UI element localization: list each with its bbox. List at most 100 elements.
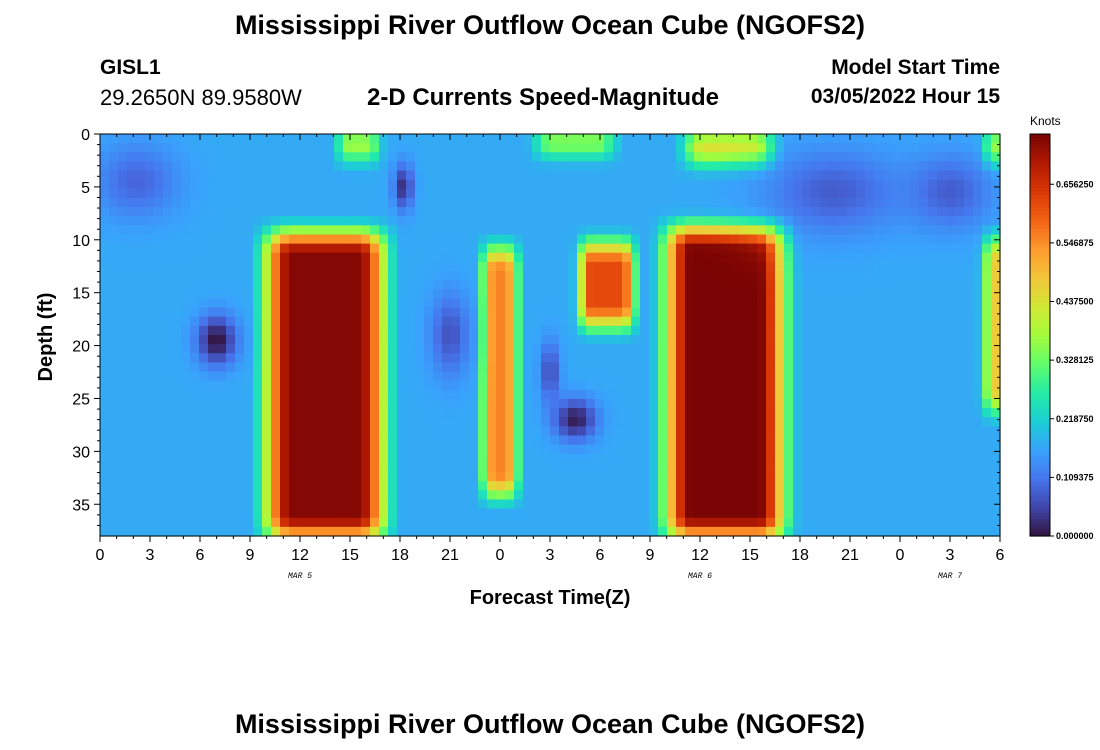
heatmap-cell xyxy=(703,261,713,272)
heatmap-cell xyxy=(388,490,398,501)
heatmap-cell xyxy=(262,371,272,382)
heatmap-cell xyxy=(793,152,803,163)
heatmap-cell xyxy=(748,271,758,281)
heatmap-cell xyxy=(739,261,749,272)
heatmap-cell xyxy=(307,307,317,318)
heatmap-cell xyxy=(541,344,551,354)
heatmap-cell xyxy=(244,298,254,309)
heatmap-cell xyxy=(451,188,461,199)
heatmap-cell xyxy=(460,344,470,354)
heatmap-cell xyxy=(343,490,353,501)
heatmap-cell xyxy=(496,453,506,464)
heatmap-cell xyxy=(217,517,227,528)
heatmap-cell xyxy=(784,380,794,391)
heatmap-cell xyxy=(388,444,398,455)
heatmap-cell xyxy=(721,298,731,309)
heatmap-cell xyxy=(523,335,533,345)
heatmap-cell xyxy=(469,444,479,455)
heatmap-cell xyxy=(712,353,722,364)
heatmap-cell xyxy=(280,444,290,455)
heatmap-cell xyxy=(496,325,506,336)
heatmap-cell xyxy=(433,316,443,327)
heatmap-cell xyxy=(748,289,758,300)
heatmap-cell xyxy=(685,134,695,144)
heatmap-cell xyxy=(577,134,587,144)
heatmap-cell xyxy=(559,207,569,217)
heatmap-cell xyxy=(874,152,884,163)
heatmap-cell xyxy=(424,371,434,382)
heatmap-cell xyxy=(757,280,767,290)
heatmap-cell xyxy=(343,170,353,181)
heatmap-cell xyxy=(244,481,254,491)
heatmap-cell xyxy=(964,444,974,455)
heatmap-cell xyxy=(901,462,911,473)
heatmap-cell xyxy=(253,426,263,437)
heatmap-cell xyxy=(685,207,695,217)
heatmap-cell xyxy=(226,289,236,300)
heatmap-cell xyxy=(271,271,281,281)
heatmap-cell xyxy=(226,298,236,309)
heatmap-cell xyxy=(307,170,317,181)
heatmap-cell xyxy=(676,353,686,364)
colorbar-segment xyxy=(1030,311,1050,316)
heatmap-cell xyxy=(145,289,155,300)
colorbar-segment xyxy=(1030,522,1050,527)
heatmap-cell xyxy=(235,134,245,144)
heatmap-cell xyxy=(424,170,434,181)
heatmap-cell xyxy=(991,307,1001,318)
heatmap-cell xyxy=(667,143,677,153)
heatmap-cell xyxy=(910,325,920,336)
heatmap-cell xyxy=(595,380,605,391)
heatmap-cell xyxy=(901,325,911,336)
heatmap-cell xyxy=(253,362,263,373)
heatmap-cell xyxy=(919,453,929,464)
heatmap-cell xyxy=(532,216,542,226)
heatmap-cell xyxy=(802,143,812,153)
heatmap-cell xyxy=(739,252,749,263)
heatmap-cell xyxy=(919,271,929,281)
heatmap-cell xyxy=(667,271,677,281)
heatmap-cell xyxy=(775,134,785,144)
heatmap-cell xyxy=(586,517,596,528)
heatmap-cell xyxy=(829,298,839,309)
heatmap-cell xyxy=(397,398,407,409)
heatmap-cell xyxy=(685,408,695,418)
heatmap-cell xyxy=(811,362,821,373)
heatmap-cell xyxy=(361,362,371,373)
heatmap-cell xyxy=(442,362,452,373)
heatmap-cell xyxy=(973,261,983,272)
heatmap-cell xyxy=(541,170,551,181)
heatmap-cell xyxy=(919,179,929,190)
heatmap-cell xyxy=(415,389,425,400)
heatmap-cell xyxy=(100,243,110,254)
heatmap-cell xyxy=(235,499,245,510)
heatmap-cell xyxy=(757,335,767,345)
heatmap-cell xyxy=(208,508,218,519)
heatmap-cell xyxy=(955,298,965,309)
heatmap-cell xyxy=(127,216,137,226)
heatmap-cell xyxy=(946,435,956,446)
heatmap-cell xyxy=(757,316,767,327)
heatmap-cell xyxy=(100,179,110,190)
heatmap-cell xyxy=(370,362,380,373)
heatmap-cell xyxy=(532,417,542,427)
colorbar-segment xyxy=(1030,365,1050,370)
heatmap-cell xyxy=(145,179,155,190)
heatmap-cell xyxy=(577,398,587,409)
heatmap-cell xyxy=(631,453,641,464)
heatmap-cell xyxy=(514,179,524,190)
heatmap-cell xyxy=(928,298,938,309)
heatmap-cell xyxy=(568,316,578,327)
heatmap-cell xyxy=(982,234,992,245)
heatmap-cell xyxy=(478,353,488,364)
heatmap-cell xyxy=(955,243,965,254)
heatmap-cell xyxy=(703,517,713,528)
x-tick-label: 6 xyxy=(996,547,1005,564)
heatmap-cell xyxy=(433,426,443,437)
heatmap-cell xyxy=(352,252,362,263)
heatmap-cell xyxy=(631,188,641,199)
heatmap-cell xyxy=(973,325,983,336)
heatmap-cell xyxy=(199,417,209,427)
heatmap-cell xyxy=(712,435,722,446)
heatmap-cell xyxy=(109,252,119,263)
